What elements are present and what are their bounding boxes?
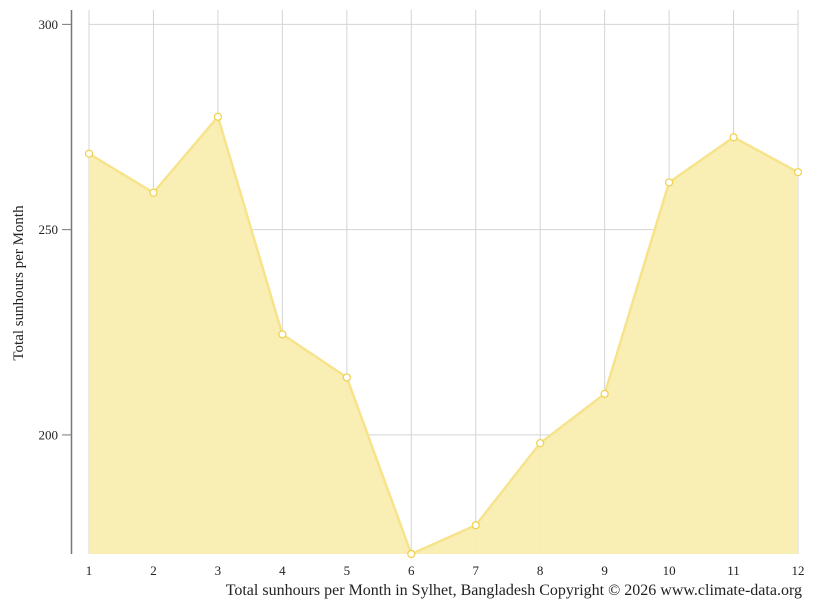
data-points xyxy=(84,112,803,559)
chart-caption: Total sunhours per Month in Sylhet, Bang… xyxy=(225,582,802,599)
x-tick-label-5: 5 xyxy=(344,563,351,578)
x-tick-label-3: 3 xyxy=(215,563,222,578)
data-point-8 xyxy=(536,439,545,448)
sunhours-line xyxy=(88,115,799,556)
x-tick-label-4: 4 xyxy=(279,563,286,578)
data-point-4 xyxy=(278,330,287,339)
data-point-1 xyxy=(84,149,94,158)
x-tick-labels: 1 2 3 4 5 6 7 8 9 10 11 12 xyxy=(86,563,805,578)
data-point-12 xyxy=(793,168,803,177)
x-tick-label-2: 2 xyxy=(150,563,157,578)
sunhours-area xyxy=(89,116,798,554)
x-tick-label-6: 6 xyxy=(408,563,415,578)
x-tick-label-11: 11 xyxy=(727,563,740,578)
data-point-5 xyxy=(342,373,351,382)
x-tick-label-1: 1 xyxy=(86,563,93,578)
x-tick-label-10: 10 xyxy=(663,563,676,578)
y-axis-label: Total sunhours per Month xyxy=(11,205,27,361)
data-point-7 xyxy=(471,521,480,530)
x-tick-label-8: 8 xyxy=(537,563,544,578)
data-point-9 xyxy=(600,389,609,398)
data-point-11 xyxy=(729,133,738,142)
x-tick-label-9: 9 xyxy=(601,563,608,578)
y-tick-label-250: 250 xyxy=(39,222,59,237)
data-point-10 xyxy=(664,178,674,187)
y-tick-label-300: 300 xyxy=(39,17,59,32)
y-tick-labels: 200 250 300 xyxy=(39,17,72,442)
x-tick-label-12: 12 xyxy=(792,563,805,578)
y-tick-label-200: 200 xyxy=(39,427,59,442)
x-tick-label-7: 7 xyxy=(472,563,479,578)
data-point-6 xyxy=(407,549,416,559)
data-point-2 xyxy=(149,188,158,197)
data-point-3 xyxy=(213,112,223,121)
